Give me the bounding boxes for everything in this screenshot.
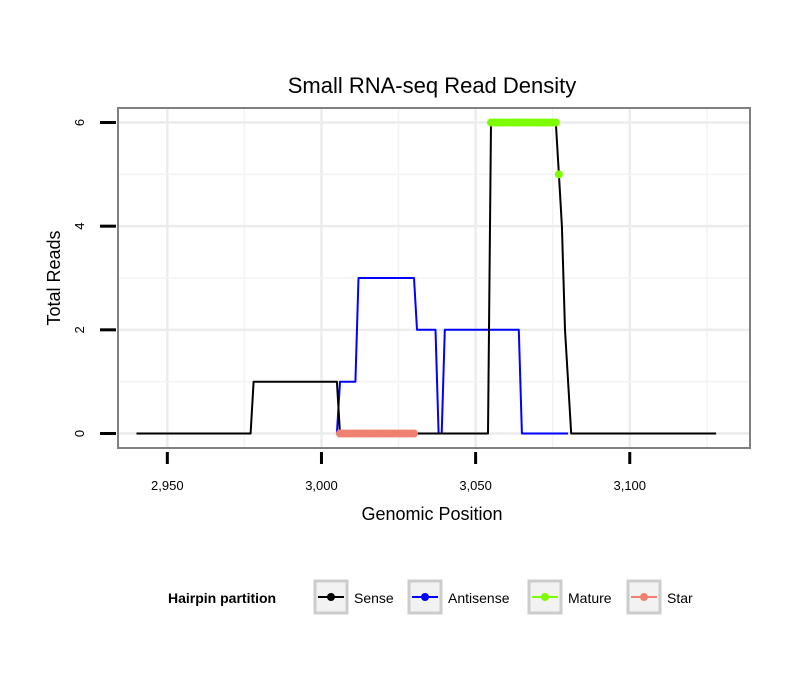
y-axis-title: Total Reads — [44, 230, 64, 325]
series-line-antisense — [335, 277, 569, 435]
plot-border — [117, 107, 751, 449]
x-tick-label: 3,000 — [305, 478, 338, 493]
y-tick-label: 6 — [72, 119, 87, 126]
y-tick-label: 2 — [72, 326, 87, 333]
data-point-star — [409, 429, 418, 438]
x-axis-title: Genomic Position — [361, 504, 502, 524]
axes: 2,950 3,000 3,050 3,100 0 2 4 6 — [72, 119, 646, 493]
data-point-mature — [554, 170, 563, 179]
data-point-mature — [551, 118, 560, 127]
x-tick-label: 2,950 — [151, 478, 184, 493]
series-layer — [136, 118, 717, 438]
legend-key-point — [541, 593, 549, 601]
legend: Sense Antisense Mature Star — [313, 579, 693, 615]
legend-key-point — [421, 593, 429, 601]
legend-title: Hairpin partition — [168, 590, 276, 606]
legend-key-point — [327, 593, 335, 601]
legend-label-antisense: Antisense — [448, 590, 510, 606]
legend-label-star: Star — [667, 590, 693, 606]
legend-label-mature: Mature — [568, 590, 612, 606]
x-tick-label: 3,050 — [459, 478, 492, 493]
legend-label-sense: Sense — [354, 590, 394, 606]
gridlines — [118, 108, 750, 448]
x-tick-label: 3,100 — [613, 478, 646, 493]
legend-key-point — [640, 593, 648, 601]
y-tick-label: 0 — [72, 430, 87, 437]
y-tick-label: 4 — [72, 223, 87, 230]
chart-title: Small RNA-seq Read Density — [288, 73, 577, 98]
